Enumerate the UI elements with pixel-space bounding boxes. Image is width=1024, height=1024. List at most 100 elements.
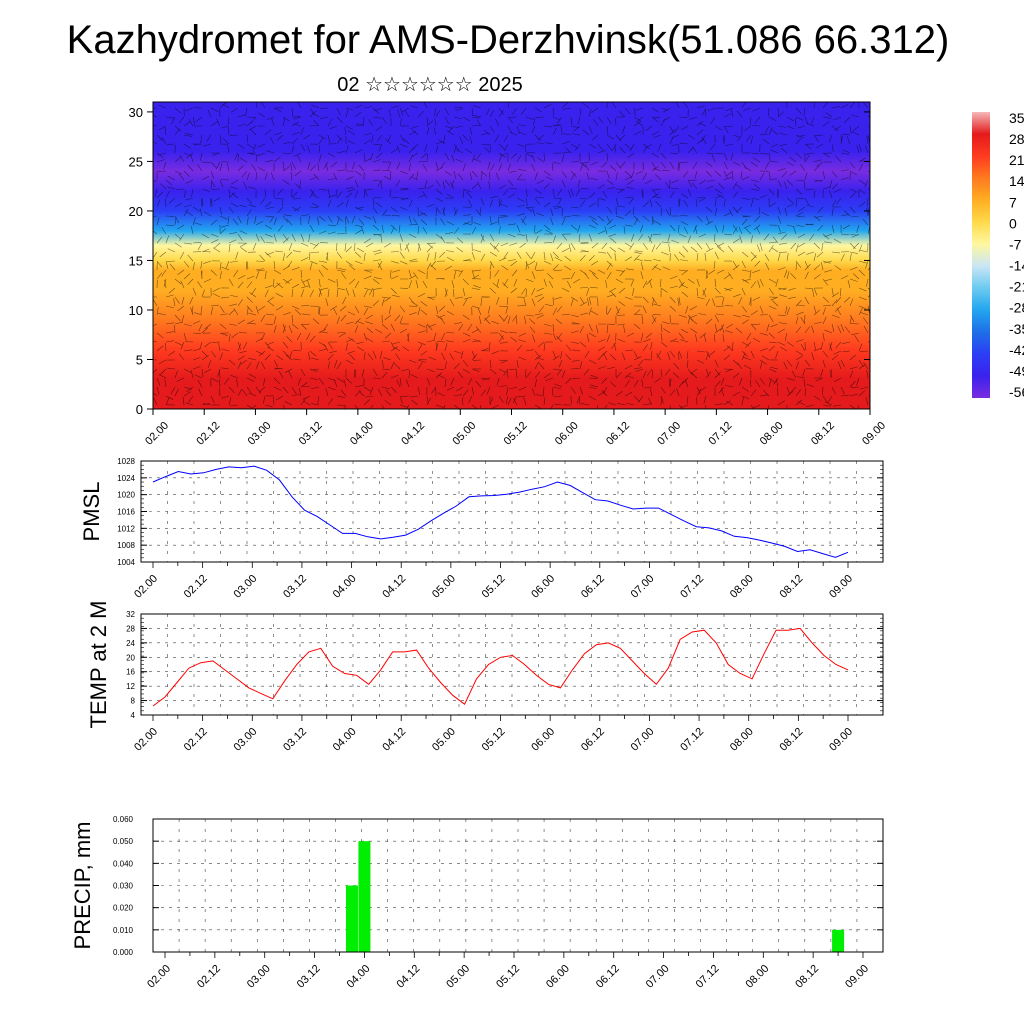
y-tick-label: 1008 [117, 541, 135, 550]
y-tick-label: 15 [129, 253, 143, 268]
wind-barb [763, 390, 770, 397]
wind-barb [570, 341, 579, 344]
wind-barb [624, 365, 633, 370]
wind-barb [531, 298, 536, 307]
wind-barb [312, 112, 320, 118]
wind-barb [475, 326, 482, 334]
wind-barb [255, 233, 260, 242]
wind-barb [435, 166, 444, 172]
wind-barb [714, 287, 721, 294]
wind-barb [862, 317, 869, 325]
wind-barb [491, 404, 500, 409]
wind-barb [483, 129, 491, 136]
wind-barb [213, 242, 221, 249]
wind-barb [462, 190, 465, 199]
wind-barb [246, 120, 254, 127]
wind-barb [660, 251, 669, 256]
wind-barb [327, 118, 333, 127]
wind-barb [443, 134, 446, 143]
wind-barb [743, 215, 752, 218]
wind-barb [410, 176, 419, 181]
wind-barb [307, 215, 311, 224]
wind-barb [435, 233, 443, 240]
wind-barb [813, 395, 821, 401]
wind-barb [786, 341, 794, 347]
wind-barb [525, 152, 533, 158]
wind-barb [849, 393, 858, 397]
wind-barb [222, 138, 230, 145]
wind-barb [471, 353, 478, 361]
wind-barb [534, 355, 542, 361]
wind-barb [644, 179, 653, 185]
wind-barb [401, 107, 410, 113]
wind-barb [667, 233, 671, 242]
wind-barb [597, 197, 606, 201]
wind-barb [509, 331, 518, 334]
wind-barb [615, 161, 621, 169]
wind-barb [495, 118, 500, 127]
wind-barb [153, 179, 158, 183]
wind-barb [498, 199, 503, 208]
wind-barb [654, 377, 662, 383]
wind-barb [456, 237, 464, 244]
wind-barb [156, 192, 163, 199]
wind-barb [374, 328, 383, 334]
wind-barb [453, 350, 462, 354]
wind-barb [606, 251, 612, 259]
wind-barb [507, 193, 515, 199]
wind-barb [714, 371, 721, 379]
wind-barb [192, 357, 201, 361]
wind-barb [614, 253, 617, 262]
wind-barb [779, 294, 788, 298]
wind-barb [363, 275, 372, 280]
wind-barb [170, 386, 176, 395]
wind-barb [354, 325, 359, 334]
wind-barb [318, 269, 324, 277]
wind-barb [156, 199, 161, 208]
wind-barb [588, 307, 592, 316]
wind-barb [453, 288, 455, 298]
wind-barb [312, 318, 320, 325]
wind-barb [699, 179, 707, 185]
wind-barb [165, 343, 167, 352]
wind-barb [363, 332, 367, 341]
wind-barb [552, 307, 557, 316]
wind-barb [219, 206, 222, 215]
wind-barb [174, 125, 182, 132]
wind-barb [804, 172, 808, 181]
x-tick-label: 02.12 [195, 963, 223, 991]
wind-barb [675, 102, 680, 109]
wind-barb [235, 251, 239, 260]
wind-barb [294, 170, 302, 177]
wind-barb [471, 368, 480, 373]
wind-barb [523, 397, 527, 406]
wind-barb [678, 199, 681, 208]
wind-barb [344, 127, 347, 136]
wind-barb [321, 264, 329, 271]
wind-barb [291, 393, 300, 397]
wind-barb [210, 395, 215, 404]
wind-barb [604, 404, 608, 409]
wind-barb [444, 170, 452, 176]
wind-barb [702, 287, 707, 296]
wind-barb [797, 401, 806, 406]
wind-barb [168, 350, 176, 356]
wind-barb [525, 251, 531, 259]
wind-barb [264, 160, 273, 163]
wind-barb [570, 116, 573, 125]
wind-barb [408, 269, 412, 278]
wind-barb [671, 340, 680, 343]
wind-barb [453, 322, 462, 325]
wind-barb [649, 280, 653, 289]
wind-barb [822, 350, 829, 358]
wind-barb [210, 107, 219, 113]
wind-barb [401, 368, 410, 372]
wind-barb [521, 107, 527, 115]
wind-barb [705, 352, 709, 361]
wind-barb [370, 152, 374, 161]
wind-barb [784, 269, 788, 278]
wind-barb [741, 386, 749, 392]
wind-barb [320, 107, 329, 109]
wind-barb [856, 145, 860, 154]
wind-barb [307, 352, 311, 361]
